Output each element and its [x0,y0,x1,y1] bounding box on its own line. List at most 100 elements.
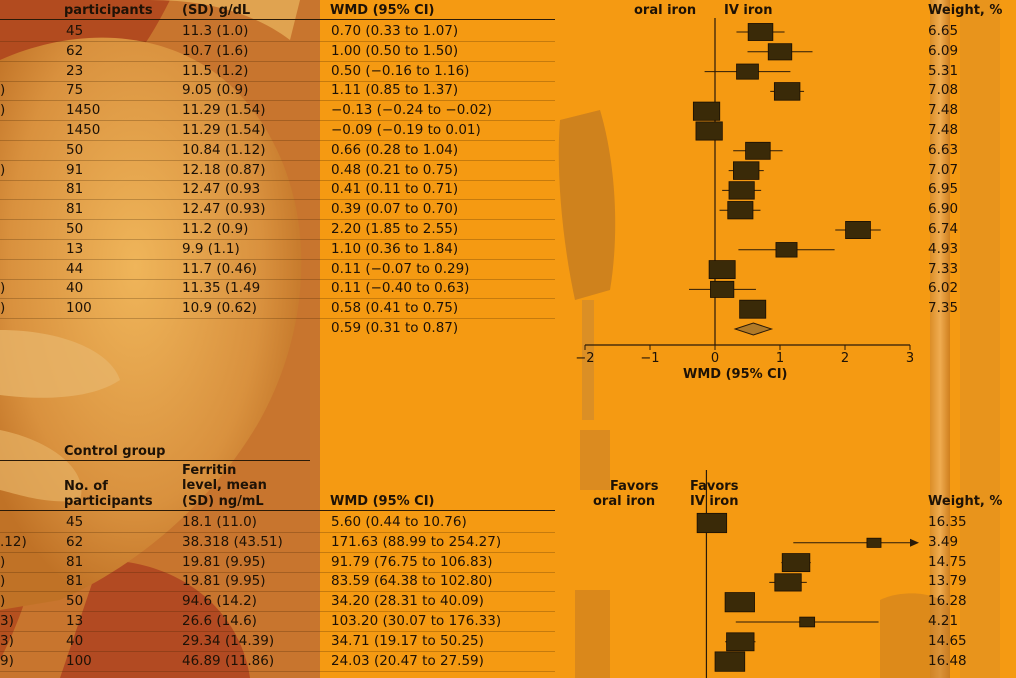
overall-diamond [733,322,774,336]
top-row-mean: 10.84 (1.12) [182,141,266,158]
top-row-participants: 1450 [66,122,101,138]
bottom-forest-plot [696,470,919,678]
estimate-marker [726,632,755,652]
top-row-participants: 62 [66,42,84,59]
top-row-divider [0,298,555,300]
bottom-row-weight: 3.49 [928,533,959,550]
bottom-row-weight: 13.79 [928,573,967,590]
bottom-row-participants: 40 [66,632,84,649]
bottom-row-mean: 94.6 (14.2) [182,593,257,610]
top-row-mean: 11.2 (0.9) [182,221,249,237]
top-row-mean: 11.35 (1.49 [182,280,261,297]
estimate-marker [696,512,728,534]
top-row-participants: 91 [66,161,84,178]
estimate-marker [774,573,802,592]
top-row-mean: 10.7 (1.6) [182,42,249,59]
bottom-row-lead: .12) [0,533,27,550]
bottom-row-participants: 45 [66,514,84,530]
header-wmd-bottom: WMD (95% CI) [330,494,435,509]
top-row-divider [0,278,555,280]
x-tick-label: 3 [906,351,914,366]
top-row-participants: 100 [66,300,92,317]
top-row-mean: 9.05 (0.9) [182,82,249,99]
estimate-marker [767,43,793,61]
bottom-row-wmd: 103.20 (30.07 to 176.33) [331,613,502,629]
estimate-marker [745,141,771,160]
estimate-marker [727,201,754,220]
top-row-divider [0,318,555,320]
bottom-row-mean: 26.6 (14.6) [182,613,257,629]
top-row-weight: 7.07 [928,161,959,178]
top-row-weight: 6.63 [928,141,959,158]
top-row-mean: 11.29 (1.54) [182,122,266,138]
top-row-wmd: 2.20 (1.85 to 2.55) [331,221,459,237]
header-ferritin-3: (SD) ng/mL [182,494,264,509]
top-row-divider [0,41,555,42]
estimate-marker [845,221,871,239]
bottom-row-participants: 50 [66,593,84,610]
bottom-row-weight: 16.28 [928,593,967,610]
bottom-row-mean: 38.318 (43.51) [182,533,283,550]
estimate-marker [773,82,801,101]
top-row-wmd: 0.66 (0.28 to 1.04) [331,141,459,158]
top-row-weight: 6.74 [928,221,959,237]
bottom-row-weight: 4.21 [928,613,959,629]
header-participants: participants [64,3,153,18]
bottom-row-lead: ) [0,593,6,610]
bottom-header-rule [0,510,555,511]
top-row-weight: 5.31 [928,62,959,79]
bottom-row-mean: 18.1 (11.0) [182,514,257,530]
bottom-row-lead: 3) [0,613,14,629]
header-favors-oral: oral iron [634,3,697,18]
estimate-marker [739,299,767,319]
bottom-row-weight: 14.65 [928,632,967,649]
top-row-weight: 7.33 [928,260,959,277]
top-row-mean: 12.18 (0.87) [182,161,266,178]
top-row-wmd: 0.11 (−0.07 to 0.29) [331,260,470,277]
top-row-wmd: −0.13 (−0.24 to −0.02) [331,102,493,119]
header-weight: Weight, % [928,3,1003,18]
bottom-row-divider [0,532,555,533]
top-row-wmd: 1.00 (0.50 to 1.50) [331,42,459,59]
top-row-lead: ) [0,300,6,317]
top-row-wmd: 0.11 (−0.40 to 0.63) [331,280,470,297]
bottom-row-wmd: 83.59 (64.38 to 102.80) [331,573,493,590]
top-row-divider [0,239,555,240]
estimate-marker [736,63,759,80]
top-row-weight: 6.09 [928,42,959,59]
top-row-weight: 7.35 [928,300,959,317]
top-row-weight: 7.48 [928,102,959,119]
x-tick-label: −1 [640,351,659,366]
top-row-lead: ) [0,82,6,99]
top-row-divider [0,179,555,181]
top-row-wmd: −0.09 (−0.19 to 0.01) [331,122,481,138]
estimate-marker [714,651,746,672]
top-row-participants: 81 [66,181,84,198]
top-row-mean: 11.5 (1.2) [182,62,249,79]
bottom-row-lead: ) [0,573,6,590]
bottom-row-wmd: 91.79 (76.75 to 106.83) [331,553,493,570]
top-row-participants: 50 [66,141,84,158]
estimate-marker [710,280,735,298]
bottom-row-mean: 19.81 (9.95) [182,573,266,590]
top-row-weight: 7.08 [928,82,959,99]
top-row-lead: ) [0,161,6,178]
top-row-weight: 6.90 [928,201,959,218]
top-row-lead: ) [0,102,6,119]
bottom-row-divider [0,611,555,613]
estimate-marker [781,553,811,573]
ci-arrow [910,538,919,547]
top-row-weight: 7.48 [928,122,959,138]
top-row-weight: 6.02 [928,280,959,297]
bottom-row-participants: 81 [66,573,84,590]
bottom-row-lead: 9) [0,652,14,669]
top-row-participants: 1450 [66,102,101,119]
top-forest-plot: −2 −1 0 1 2 3 [575,18,914,366]
top-row-participants: 75 [66,82,84,99]
top-row-wmd: 0.48 (0.21 to 0.75) [331,161,459,178]
top-row-mean: 11.3 (1.0) [182,23,249,39]
top-row-mean: 9.9 (1.1) [182,240,240,257]
bottom-row-mean: 19.81 (9.95) [182,553,266,570]
bottom-row-divider [0,650,555,652]
